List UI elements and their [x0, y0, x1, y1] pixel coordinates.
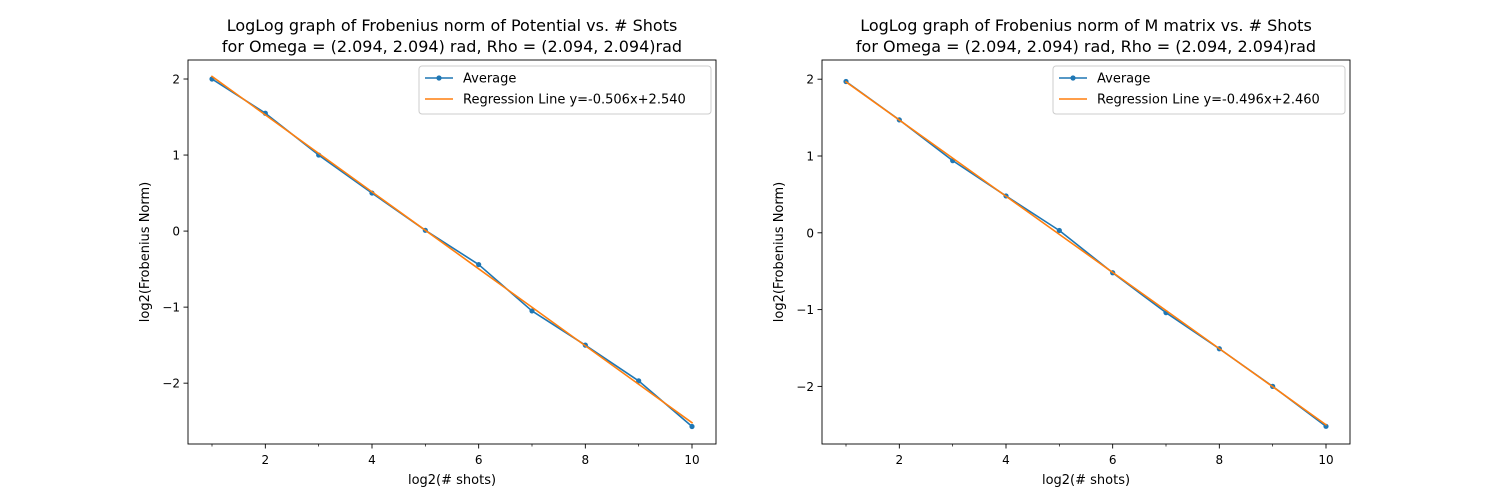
- legend-label: Average: [1097, 72, 1150, 87]
- x-tick-label: 10: [684, 453, 699, 467]
- y-axis-label: log2(Frobenius Norm): [772, 182, 787, 322]
- y-tick-label: 1: [172, 149, 180, 163]
- series-line-average: [210, 77, 694, 428]
- y-tick-label: 2: [172, 73, 180, 87]
- y-tick-label: 1: [806, 150, 814, 164]
- x-tick-label: 8: [1216, 453, 1224, 467]
- y-tick-label: 0: [806, 226, 814, 240]
- plot-frame: [187, 59, 717, 445]
- y-tick-label: 2: [806, 73, 814, 87]
- y-tick-label: −2: [796, 380, 814, 394]
- legend-marker: [436, 75, 442, 81]
- chart-title-line: for Omega = (2.094, 2.094) rad, Rho = (2…: [856, 37, 1316, 56]
- series-line-regression: [844, 80, 1328, 426]
- data-point: [1056, 227, 1062, 234]
- legend-box: [1052, 65, 1346, 115]
- x-tick-label: 4: [368, 453, 376, 467]
- chart-2: LogLog graph of Frobenius norm of M matr…: [772, 16, 1351, 488]
- x-tick-label: 8: [582, 453, 590, 467]
- data-point: [476, 261, 482, 268]
- plot-frame: [821, 59, 1351, 445]
- data-point: [1323, 423, 1329, 429]
- legend-label: Regression Line y=-0.506x+2.540: [463, 93, 686, 108]
- x-tick-label: 2: [896, 453, 904, 467]
- data-point: [636, 378, 642, 384]
- legend-box: [418, 65, 712, 115]
- y-tick-label: −2: [162, 377, 180, 391]
- x-tick-label: 2: [262, 453, 270, 467]
- y-tick-label: −1: [796, 303, 814, 317]
- x-tick-label: 10: [1318, 453, 1333, 467]
- data-point: [529, 308, 535, 314]
- chart-1: LogLog graph of Frobenius norm of Potent…: [138, 16, 717, 488]
- x-tick-label: 4: [1002, 453, 1010, 467]
- x-tick-label: 6: [475, 453, 483, 467]
- legend-label: Average: [463, 72, 516, 87]
- legend-marker: [1070, 75, 1076, 81]
- x-tick-label: 6: [1109, 453, 1117, 467]
- chart-title-line: for Omega = (2.094, 2.094) rad, Rho = (2…: [222, 37, 682, 56]
- chart-title-line: LogLog graph of Frobenius norm of Potent…: [227, 16, 678, 35]
- chart-title-line: LogLog graph of Frobenius norm of M matr…: [860, 16, 1312, 35]
- y-axis-label: log2(Frobenius Norm): [138, 182, 153, 322]
- x-axis-label: log2(# shots): [1042, 473, 1130, 488]
- y-tick-label: −1: [162, 301, 180, 315]
- series-line-regression: [210, 75, 694, 424]
- y-tick-label: 0: [172, 225, 180, 239]
- legend-label: Regression Line y=-0.496x+2.460: [1097, 93, 1320, 108]
- data-point: [689, 423, 695, 430]
- x-axis-label: log2(# shots): [408, 473, 496, 488]
